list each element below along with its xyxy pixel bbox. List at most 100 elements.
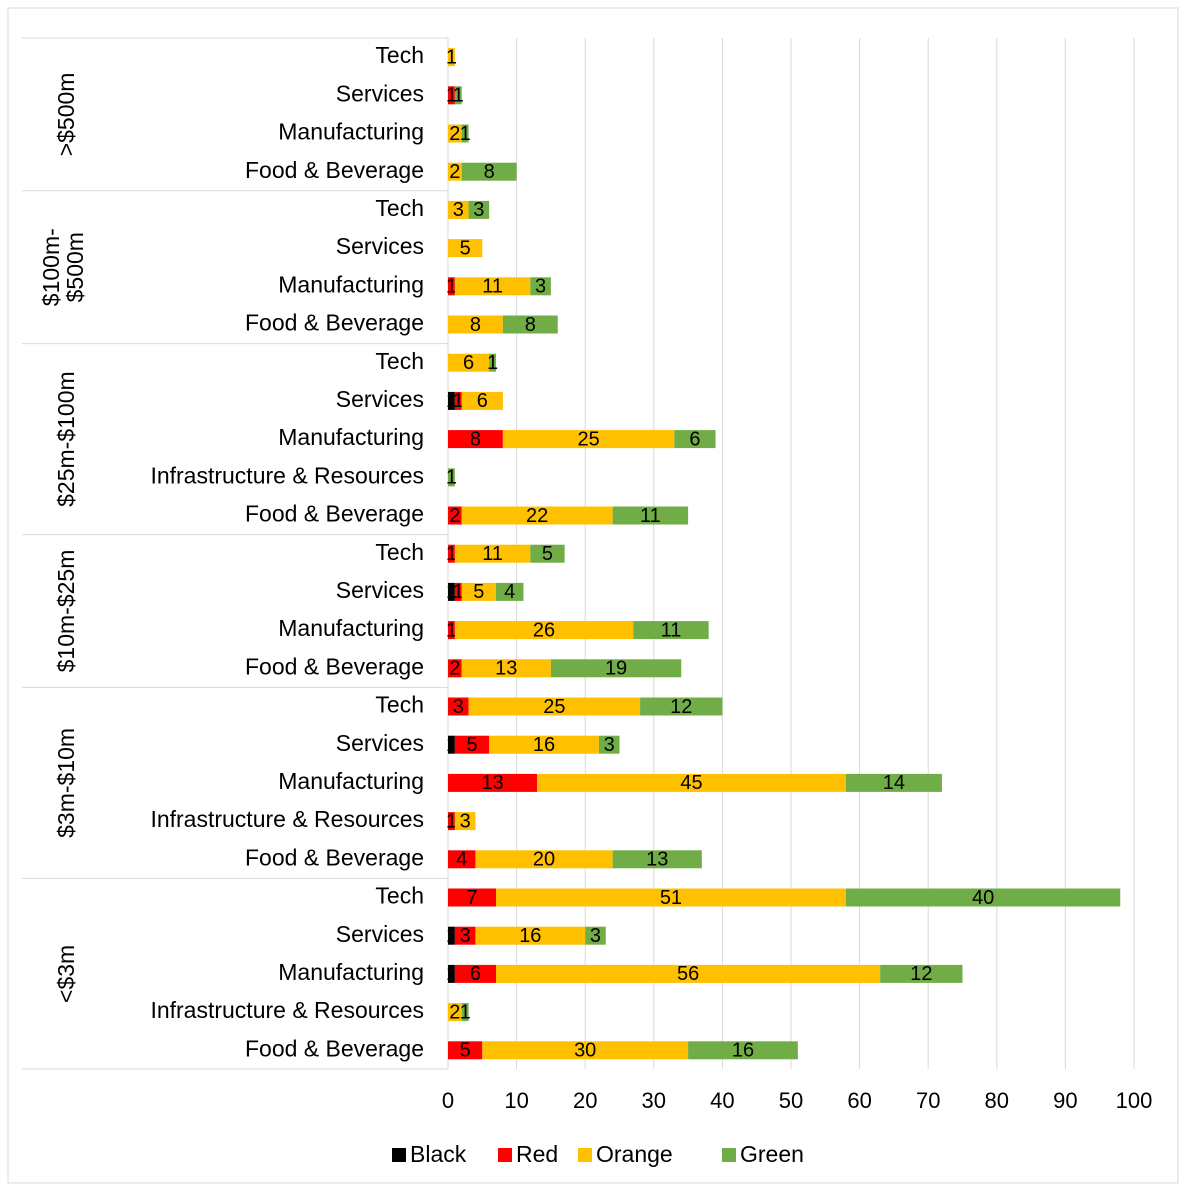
- data-label: 51: [660, 887, 682, 909]
- bar-segment-green: [880, 964, 963, 983]
- data-label: 20: [533, 849, 555, 871]
- data-label: 13: [646, 849, 668, 871]
- data-label: 5: [460, 1040, 471, 1062]
- data-label: 5: [460, 237, 471, 259]
- bar-segment-green: [674, 430, 716, 449]
- bar-segment-red: [448, 659, 462, 678]
- bar-segment-red: [448, 773, 538, 792]
- bar-segment-orange: [448, 162, 462, 181]
- data-label: 8: [470, 428, 481, 450]
- data-label: 1: [453, 390, 464, 412]
- bar-segment-red: [454, 582, 462, 601]
- bar-segment-orange: [475, 850, 613, 869]
- data-label: 2: [449, 505, 460, 527]
- bar-segment-red: [448, 697, 469, 716]
- bar-segment-orange: [496, 964, 881, 983]
- data-label: 1: [446, 467, 457, 489]
- data-label: 11: [482, 543, 503, 565]
- legend-label: Orange: [596, 1141, 673, 1167]
- category-label: Services: [336, 577, 424, 603]
- data-label: 1: [460, 123, 471, 145]
- chart-border: [7, 7, 1179, 1184]
- bar-segment-black: [448, 735, 455, 754]
- bar-segment-green: [502, 315, 558, 334]
- category-label: Infrastructure & Resources: [150, 462, 424, 488]
- data-label: 3: [453, 199, 464, 221]
- category-label: Manufacturing: [278, 615, 424, 641]
- bar-segment-red: [454, 391, 462, 410]
- bar-segment-orange: [475, 926, 586, 945]
- data-label: 1: [446, 619, 457, 641]
- bar-segment-green: [461, 162, 517, 181]
- data-label: 3: [604, 734, 615, 756]
- bar-segment-orange: [468, 697, 641, 716]
- data-label: 19: [605, 658, 627, 680]
- data-label: 16: [732, 1040, 754, 1062]
- legend-label: Red: [516, 1141, 558, 1167]
- data-label: 6: [463, 352, 474, 374]
- category-label: Food & Beverage: [245, 310, 424, 336]
- bar-segment-green: [845, 888, 1121, 907]
- data-label: 7: [466, 887, 477, 909]
- x-tick-label: 10: [504, 1088, 528, 1113]
- data-label: 2: [449, 658, 460, 680]
- bar-segment-orange: [448, 124, 462, 143]
- category-label: Infrastructure & Resources: [150, 997, 424, 1023]
- data-label: 2: [449, 123, 460, 145]
- bar-segment-green: [612, 506, 689, 525]
- data-label: 6: [470, 963, 481, 985]
- data-label: 5: [542, 543, 553, 565]
- bar-segment-red: [448, 621, 455, 640]
- data-label: 3: [535, 276, 546, 298]
- bar-segment-orange: [448, 315, 503, 334]
- legend-swatch-orange: [578, 1148, 592, 1162]
- bar-segment-red: [448, 1041, 483, 1060]
- data-label: 3: [453, 696, 464, 718]
- bar-segment-green: [454, 86, 462, 105]
- category-label: Tech: [375, 692, 424, 718]
- group-label: $3m-$10m: [53, 728, 79, 838]
- bar-segment-red: [454, 926, 476, 945]
- bar-segment-black: [448, 391, 455, 410]
- bar-segment-orange: [461, 582, 497, 601]
- category-label: Manufacturing: [278, 424, 424, 450]
- x-tick-label: 50: [779, 1088, 803, 1113]
- bar-segment-orange: [454, 544, 531, 563]
- category-label: Manufacturing: [278, 768, 424, 794]
- bar-segment-green: [612, 850, 702, 869]
- category-label: Food & Beverage: [245, 501, 424, 527]
- data-label: 56: [677, 963, 699, 985]
- group-label: >$500m: [53, 73, 79, 157]
- category-label: Services: [336, 730, 424, 756]
- data-label: 1: [487, 352, 498, 374]
- category-label: Manufacturing: [278, 271, 424, 297]
- data-label: 3: [590, 925, 601, 947]
- data-label: 16: [533, 734, 555, 756]
- data-label: 11: [640, 505, 661, 527]
- group-label: <$3m: [53, 945, 79, 1003]
- data-label: 25: [543, 696, 565, 718]
- data-label: 1: [446, 581, 457, 603]
- bar-segment-orange: [496, 888, 846, 907]
- data-label: 26: [533, 619, 555, 641]
- data-label: 3: [460, 810, 471, 832]
- category-label: Manufacturing: [278, 119, 424, 145]
- data-label: 1: [446, 543, 457, 565]
- data-label: 4: [456, 849, 467, 871]
- bar-segment-orange: [482, 1041, 689, 1060]
- bar-segment-red: [448, 277, 455, 296]
- bar-segment-red: [454, 964, 497, 983]
- bar-segment-green: [489, 353, 497, 372]
- category-label: Food & Beverage: [245, 844, 424, 870]
- bar-segment-orange: [461, 391, 503, 410]
- bar-segment-orange: [448, 48, 455, 67]
- group-label: $100m-$500m: [38, 228, 88, 306]
- data-label: 8: [525, 314, 536, 336]
- bar-segment-red: [448, 86, 455, 105]
- x-tick-label: 40: [710, 1088, 734, 1113]
- data-label: 1: [460, 1001, 471, 1023]
- data-label: 6: [477, 390, 488, 412]
- bar-segment-orange: [489, 735, 599, 754]
- category-label: Services: [336, 233, 424, 259]
